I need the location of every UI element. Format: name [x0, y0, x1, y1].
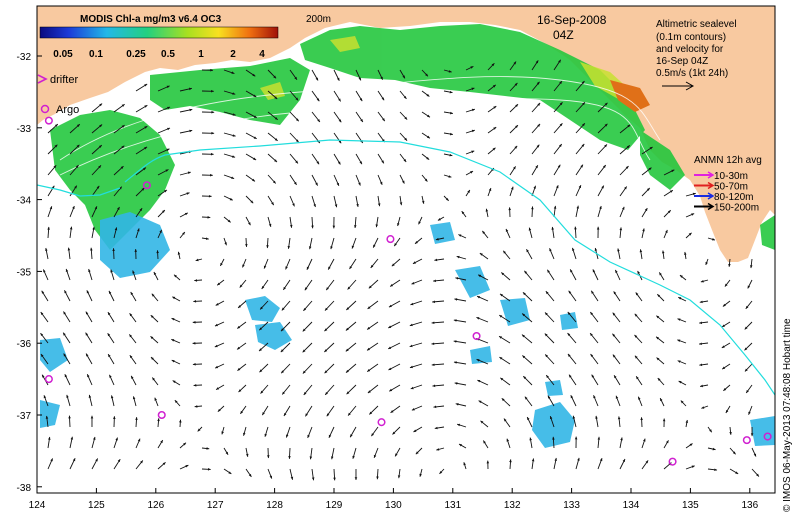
date-label: 16-Sep-2008: [537, 13, 607, 27]
colorbar-tick: 2: [230, 49, 236, 60]
anmn-label: 10-30m: [714, 171, 748, 182]
longitude-tick-label: 133: [563, 500, 580, 511]
scale-arrow: [662, 81, 695, 91]
argo-legend: Argo: [40, 104, 79, 116]
latitude-tick-label: -36: [17, 339, 32, 350]
sealevel-note-line: 0.5m/s (1kt 24h): [656, 68, 728, 79]
longitude-tick-label: 128: [266, 500, 283, 511]
velocity-vectors: [40, 59, 760, 481]
colorbar-tick: 4: [259, 49, 265, 60]
colorbar-gradient: [39, 26, 279, 39]
colorbar-tick: 0.25: [126, 49, 146, 60]
argo-float-marker: [472, 331, 481, 341]
colorbar-tick: 0.05: [53, 49, 73, 60]
plot-frame: [36, 5, 776, 494]
anmn-label: 150-200m: [714, 203, 759, 214]
argo-float-marker: [44, 116, 53, 125]
anmn-title: ANMN 12h avg: [694, 155, 762, 166]
chlorophyll-high: [50, 24, 775, 250]
isobath-west: [37, 184, 121, 197]
longitude-tick-label: 131: [444, 500, 461, 511]
longitude-tick-label: 124: [29, 500, 46, 511]
latitude-tick-label: -33: [17, 124, 32, 135]
longitude-tick-label: 136: [741, 500, 758, 511]
drifter-icon: [37, 74, 48, 84]
sealevel-note-line: (0.1m contours): [656, 32, 726, 43]
argo-float-marker: [386, 235, 395, 244]
sealevel-note: Altimetric sealevel (0.1m contours) and …: [656, 19, 737, 79]
argo-icon: [40, 104, 50, 114]
argo-float-marker: [142, 181, 151, 190]
latitude-tick-label: -32: [17, 52, 32, 63]
longitude-tick-label: 127: [207, 500, 224, 511]
chlorophyll-orange: [610, 80, 650, 112]
colorbar-title: MODIS Chl-a mg/m3 v6.4 OC3: [80, 14, 222, 25]
latitude-tick-label: -37: [17, 411, 32, 422]
sealevel-note-line: and velocity for: [656, 44, 724, 55]
drifter-legend: drifter: [37, 74, 78, 86]
longitude-tick-label: 135: [682, 500, 699, 511]
argo-label: Argo: [56, 104, 79, 116]
colorbar-tick: 0.1: [89, 49, 103, 60]
sealevel-note-line: Altimetric sealevel: [656, 19, 737, 30]
latitude-tick-label: -34: [17, 196, 32, 207]
longitude-tick-label: 132: [504, 500, 521, 511]
longitude-axis: 124 125 126 127 128 129 130 131 132 133 134 135 136: [29, 488, 759, 511]
latitude-axis: -32 -33 -34 -35 -36 -37 -38: [17, 52, 42, 494]
argo-markers: [44, 116, 772, 466]
drifter-label: drifter: [50, 74, 78, 86]
argo-float-marker: [763, 432, 772, 441]
colorbar-tick: 1: [198, 49, 204, 60]
longitude-tick-label: 130: [385, 500, 402, 511]
isobath-line: [124, 139, 775, 396]
anmn-label: 80-120m: [714, 192, 753, 203]
argo-float-marker: [157, 410, 166, 420]
longitude-tick-label: 134: [623, 500, 640, 511]
anmn-label: 50-70m: [714, 182, 748, 193]
sealevel-note-line: 16-Sep 04Z: [656, 56, 708, 67]
colorbar-ticks: 0.05 0.1 0.25 0.5 1 2 4: [53, 49, 265, 60]
argo-float-marker: [44, 375, 53, 384]
latitude-tick-label: -35: [17, 267, 32, 278]
argo-float-marker: [668, 457, 677, 466]
credit-text: © IMOS 06-May-2013 07:48:08 Hobart time: [782, 318, 793, 512]
latitude-tick-label: -38: [17, 483, 32, 494]
time-label: 04Z: [553, 28, 574, 42]
argo-float-marker: [377, 418, 386, 427]
longitude-tick-label: 125: [88, 500, 105, 511]
isobath-label: 200m: [306, 14, 331, 25]
longitude-tick-label: 129: [326, 500, 343, 511]
colorbar-tick: 0.5: [161, 49, 175, 60]
longitude-tick-label: 126: [147, 500, 164, 511]
sealevel-contours: [59, 76, 661, 176]
argo-float-marker: [742, 436, 751, 445]
